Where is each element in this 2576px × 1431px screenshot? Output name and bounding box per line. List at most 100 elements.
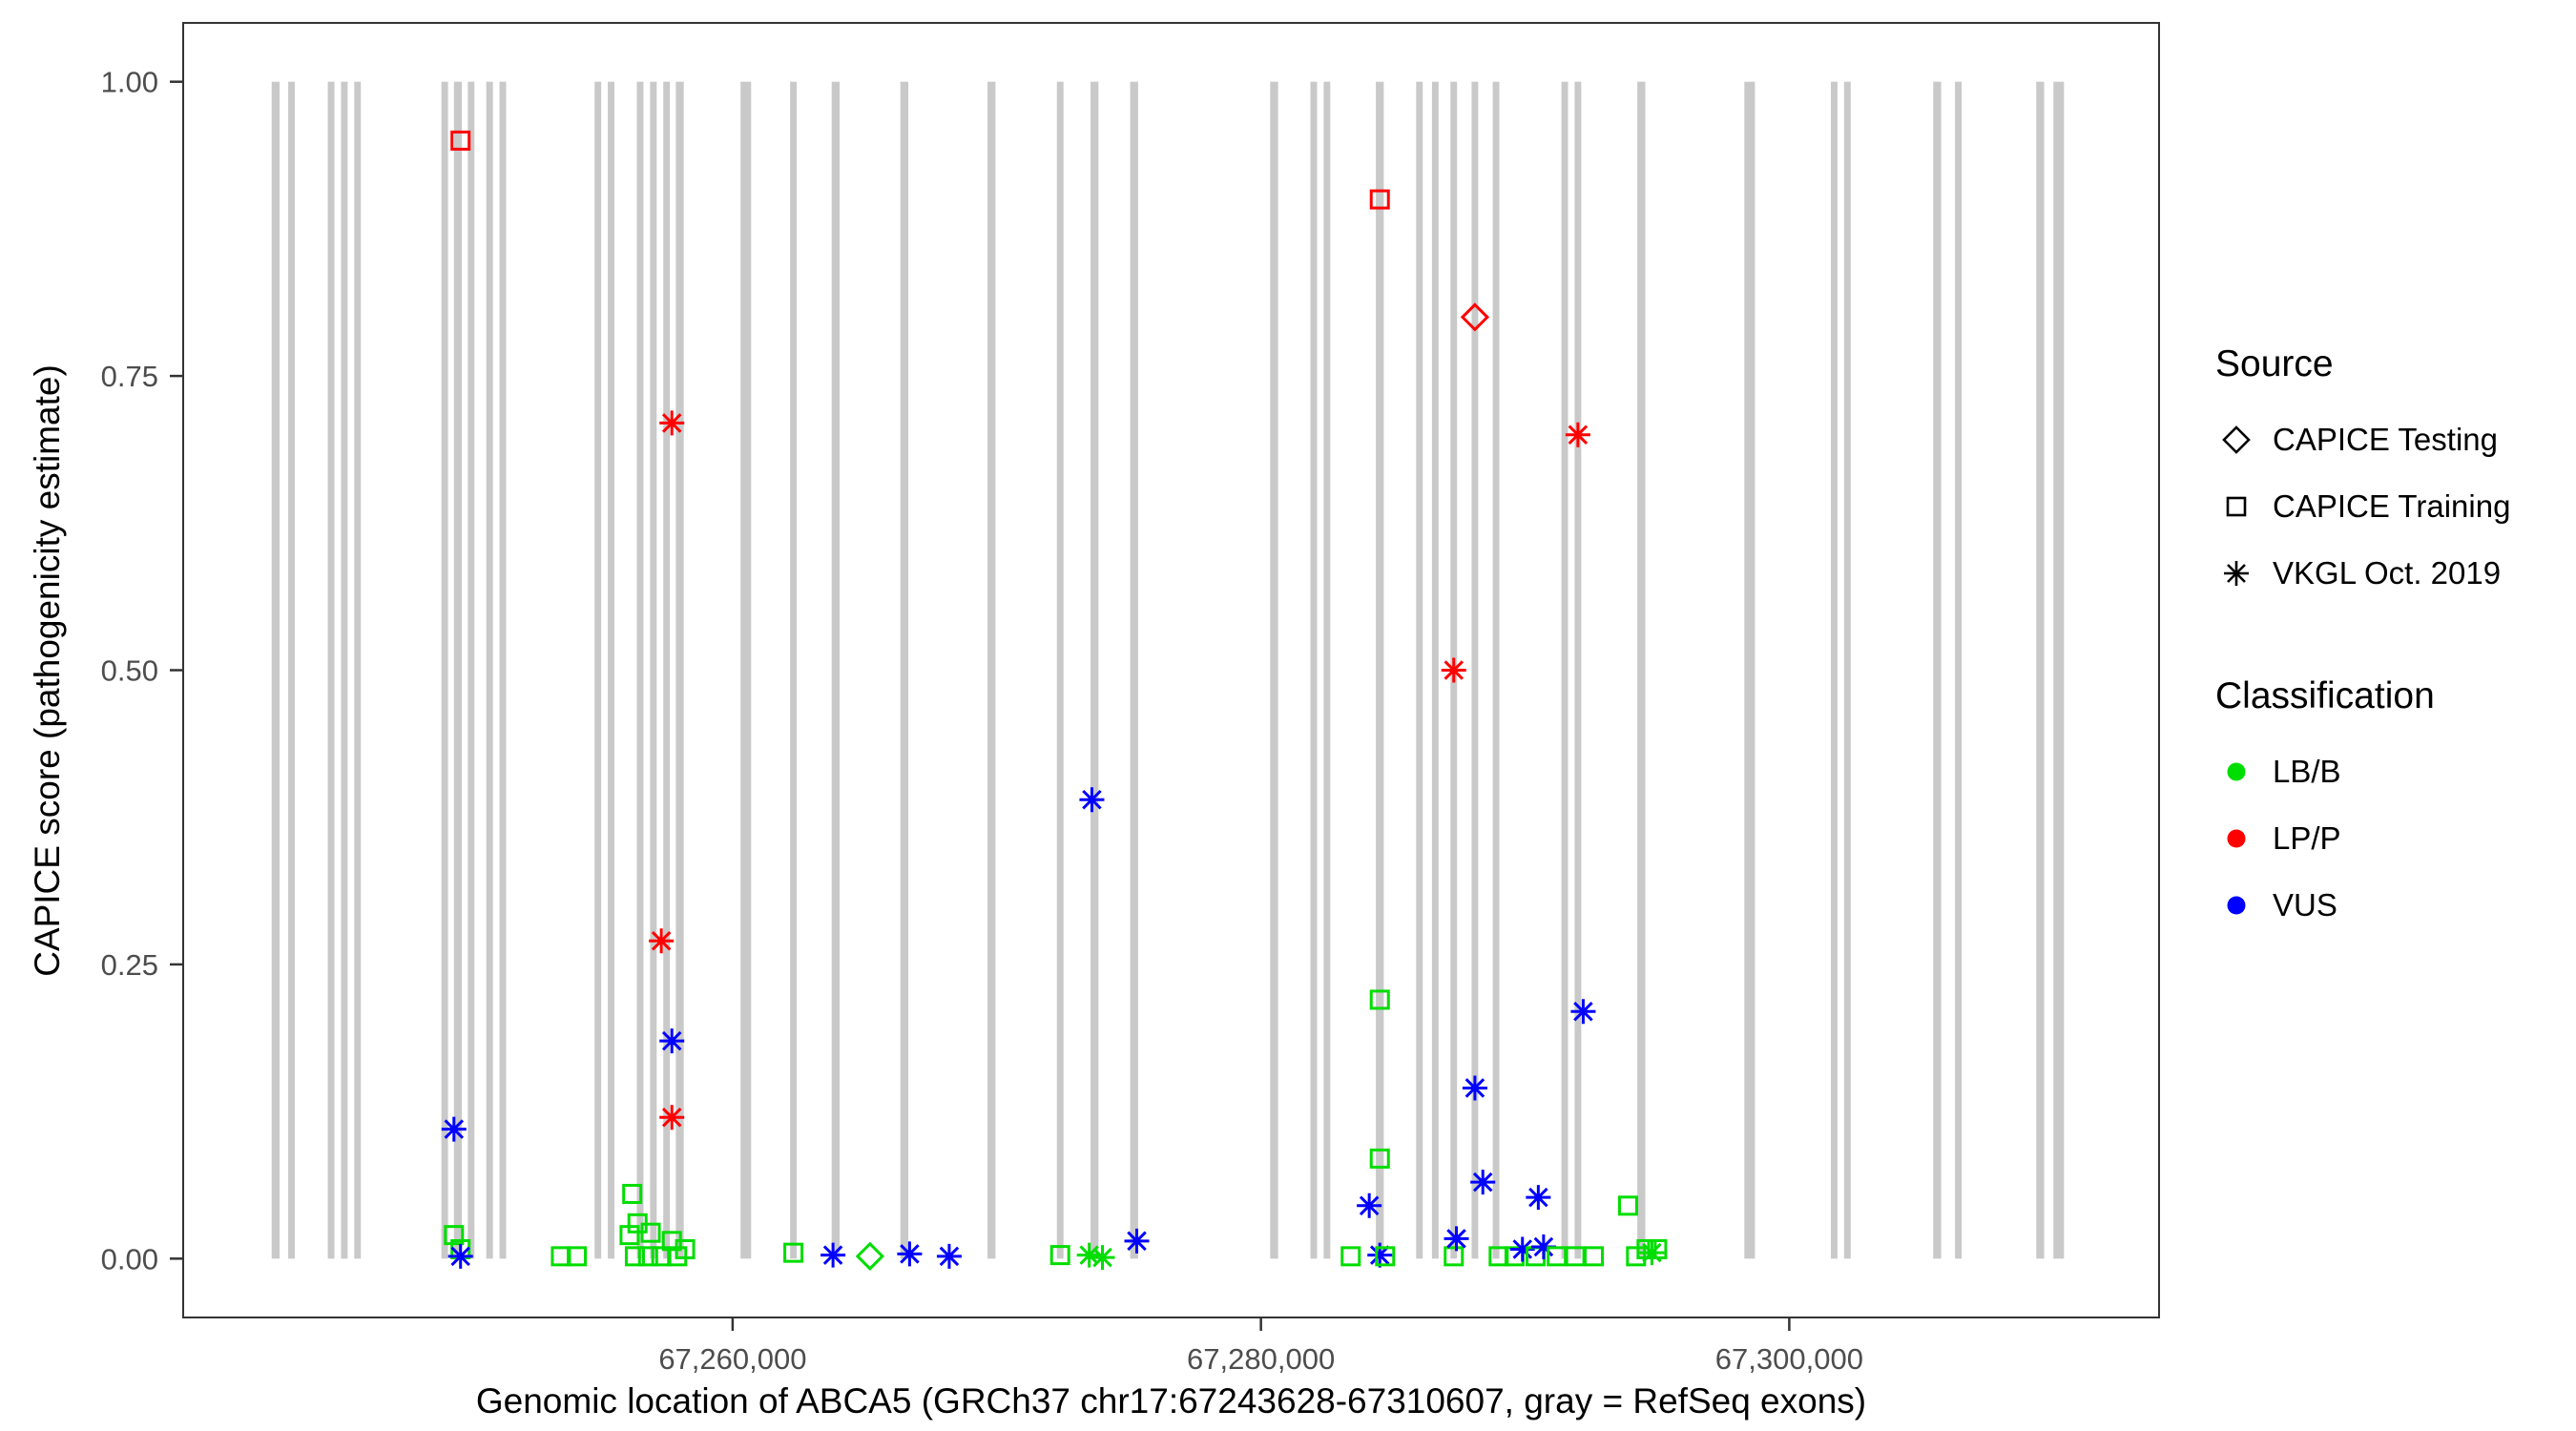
exon-bar bbox=[1091, 81, 1099, 1259]
data-point bbox=[447, 1243, 473, 1269]
data-point bbox=[1639, 1240, 1665, 1266]
exon-bar bbox=[1744, 81, 1755, 1259]
data-point bbox=[441, 1116, 467, 1142]
exon-bar bbox=[2053, 81, 2065, 1259]
diamond-icon bbox=[2222, 425, 2251, 454]
y-tick-label: 0.25 bbox=[101, 948, 158, 982]
legend-item-lbb: LB/B bbox=[2215, 738, 2510, 805]
data-point bbox=[897, 1241, 923, 1267]
exon-bar bbox=[271, 81, 280, 1259]
exon-bar bbox=[1955, 81, 1963, 1259]
legend-item-label: CAPICE Testing bbox=[2273, 422, 2498, 457]
data-point bbox=[1470, 1170, 1496, 1195]
exon-bar bbox=[1376, 81, 1384, 1259]
data-point bbox=[1441, 657, 1466, 683]
data-point bbox=[1090, 1245, 1115, 1271]
data-point bbox=[1460, 302, 1490, 332]
legend-classification-title: Classification bbox=[2215, 675, 2435, 716]
data-point bbox=[1124, 1228, 1150, 1254]
exon-bar bbox=[1323, 81, 1331, 1259]
data-point bbox=[624, 1246, 645, 1267]
exon-bar bbox=[1574, 81, 1582, 1259]
legend-item-lpp: LP/P bbox=[2215, 805, 2510, 872]
square-icon bbox=[2226, 496, 2247, 517]
data-point bbox=[659, 1028, 685, 1054]
data-point bbox=[936, 1243, 962, 1269]
exon-bar bbox=[790, 81, 798, 1259]
data-point bbox=[450, 130, 471, 151]
data-point bbox=[783, 1242, 804, 1263]
data-point bbox=[1076, 1242, 1102, 1268]
data-point bbox=[1626, 1246, 1647, 1267]
legend-item-label: VKGL Oct. 2019 bbox=[2273, 555, 2502, 591]
y-tick-label: 1.00 bbox=[101, 66, 158, 99]
asterisk-icon bbox=[2224, 561, 2249, 586]
plot-panel: 67,260,000 67,280,000 67,300,000 0.00 0.25 0.… bbox=[101, 22, 2160, 1376]
data-point bbox=[619, 1225, 640, 1246]
exon-bar bbox=[608, 81, 614, 1259]
data-point bbox=[1369, 989, 1390, 1010]
data-point bbox=[1570, 999, 1596, 1025]
exon-bar bbox=[1471, 81, 1479, 1259]
exon-bar bbox=[900, 81, 909, 1259]
exon-bar bbox=[1431, 81, 1439, 1259]
data-point bbox=[640, 1222, 661, 1243]
exon-bar bbox=[486, 81, 493, 1259]
legend-item-label: VUS bbox=[2273, 887, 2337, 923]
x-tick-label: 67,300,000 bbox=[1715, 1342, 1863, 1376]
exon-bar bbox=[740, 81, 752, 1259]
x-tick-label: 67,260,000 bbox=[658, 1342, 806, 1376]
y-axis-title: CAPICE score (pathogenicity estimate) bbox=[28, 364, 67, 977]
data-point bbox=[1583, 1246, 1604, 1267]
exon-bar bbox=[453, 81, 463, 1259]
exon-bar bbox=[675, 81, 684, 1259]
data-point bbox=[1565, 422, 1590, 447]
data-point bbox=[1526, 1185, 1551, 1211]
exon-bar bbox=[1561, 81, 1568, 1259]
data-point bbox=[1462, 1075, 1487, 1101]
exon-bar bbox=[499, 81, 507, 1259]
data-point bbox=[1049, 1245, 1070, 1266]
green-dot-icon bbox=[2227, 762, 2246, 781]
exon-bar bbox=[594, 81, 602, 1259]
legend: Source CAPICE Testing CAPICE Training VK… bbox=[2215, 343, 2510, 939]
exon-bar bbox=[2036, 81, 2045, 1259]
data-point bbox=[855, 1241, 884, 1271]
data-point bbox=[659, 410, 685, 436]
exon-bar bbox=[650, 81, 657, 1259]
exon-bar bbox=[327, 81, 335, 1259]
exon-bar bbox=[663, 81, 671, 1259]
data-point bbox=[1509, 1236, 1535, 1262]
data-point bbox=[1444, 1246, 1465, 1267]
y-tick-label: 0.75 bbox=[101, 360, 158, 393]
data-point bbox=[444, 1225, 465, 1246]
data-point bbox=[1617, 1195, 1638, 1216]
data-point bbox=[1357, 1192, 1382, 1218]
legend-item-label: CAPICE Training bbox=[2273, 488, 2511, 524]
legend-source-title: Source bbox=[2215, 343, 2334, 384]
exon-bar bbox=[441, 81, 448, 1259]
legend-item-vkgl: VKGL Oct. 2019 bbox=[2215, 540, 2510, 607]
legend-item-capice-testing: CAPICE Testing bbox=[2215, 406, 2510, 473]
data-point bbox=[1079, 787, 1105, 813]
exon-bar bbox=[341, 81, 348, 1259]
exon-bar bbox=[1416, 81, 1423, 1259]
data-point bbox=[675, 1238, 696, 1259]
exon-bar bbox=[354, 81, 362, 1259]
data-point bbox=[1530, 1234, 1556, 1259]
exon-bar bbox=[1310, 81, 1318, 1259]
exon-bar bbox=[831, 81, 841, 1259]
data-point bbox=[1444, 1226, 1469, 1252]
exon-bar bbox=[987, 81, 996, 1259]
exon-bar bbox=[1637, 81, 1646, 1259]
x-tick-label: 67,280,000 bbox=[1187, 1342, 1335, 1376]
data-point bbox=[1340, 1246, 1361, 1267]
x-axis-title: Genomic location of ABCA5 (GRCh37 chr17:… bbox=[475, 1381, 1867, 1421]
blue-dot-icon bbox=[2227, 896, 2246, 915]
data-point bbox=[622, 1183, 643, 1204]
legend-source-group: Source CAPICE Testing CAPICE Training VK… bbox=[2215, 343, 2510, 607]
exon-bar bbox=[1933, 81, 1942, 1259]
legend-item-label: LB/B bbox=[2273, 754, 2341, 789]
legend-item-capice-training: CAPICE Training bbox=[2215, 473, 2510, 540]
